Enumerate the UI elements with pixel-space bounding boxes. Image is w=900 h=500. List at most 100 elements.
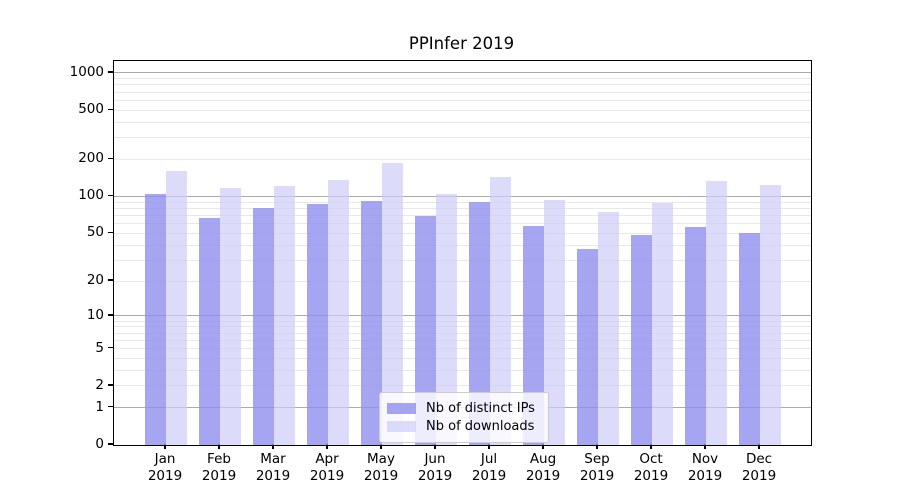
x-tick-label: Mar 2019 xyxy=(238,451,308,485)
bar-distinct-ips xyxy=(253,208,274,445)
y-tick-label: 20 xyxy=(86,272,104,289)
y-tick xyxy=(108,443,113,445)
x-tick xyxy=(218,444,220,449)
chart-title: PPInfer 2019 xyxy=(408,34,515,53)
gridline-minor xyxy=(114,280,811,282)
gridline-minor xyxy=(114,158,811,160)
y-tick xyxy=(108,157,113,160)
y-tick xyxy=(108,405,113,408)
x-tick-label: Oct 2019 xyxy=(616,451,686,485)
bar-distinct-ips xyxy=(577,249,598,445)
bar-downloads xyxy=(760,184,781,445)
x-tick-label: Jul 2019 xyxy=(454,451,524,485)
bar-downloads xyxy=(490,177,511,445)
y-tick xyxy=(108,108,113,110)
x-tick-label: Apr 2019 xyxy=(292,451,362,485)
bar-downloads xyxy=(328,179,349,445)
gridline-major xyxy=(114,195,811,197)
legend-label-downloads: Nb of downloads xyxy=(426,419,535,434)
x-tick-label-year: 2019 xyxy=(525,468,561,484)
bar-distinct-ips xyxy=(685,227,706,445)
gridline-minor xyxy=(114,369,811,371)
bar-downloads xyxy=(436,193,457,445)
x-tick xyxy=(704,444,706,449)
gridline-minor xyxy=(114,320,811,322)
bar-downloads xyxy=(544,200,565,445)
gridline-minor xyxy=(114,84,811,86)
x-tick-label-month: Jun xyxy=(424,451,446,467)
bar-distinct-ips xyxy=(739,233,760,445)
bar-downloads xyxy=(598,212,619,445)
x-tick-label-year: 2019 xyxy=(363,468,399,484)
x-tick-label-month: May xyxy=(367,451,395,467)
gridline-minor xyxy=(114,121,811,123)
bar-distinct-ips xyxy=(199,217,220,445)
legend-swatch-distinct-ips xyxy=(387,403,416,414)
gridline-minor xyxy=(114,332,811,334)
gridline-minor xyxy=(114,244,811,246)
bar-downloads xyxy=(652,203,673,445)
x-tick-label-year: 2019 xyxy=(471,468,507,484)
x-tick-label: Nov 2019 xyxy=(670,451,740,485)
bar-distinct-ips xyxy=(631,235,652,445)
y-tick xyxy=(108,279,113,281)
x-tick-label: Jan 2019 xyxy=(130,451,200,485)
gridline-minor xyxy=(114,232,811,234)
bar-downloads xyxy=(274,185,295,445)
bar-downloads xyxy=(382,163,403,445)
x-tick-label: Feb 2019 xyxy=(184,451,254,485)
bar-distinct-ips xyxy=(523,226,544,445)
y-tick xyxy=(108,314,113,316)
bar-distinct-ips xyxy=(361,201,382,445)
x-tick xyxy=(542,444,544,449)
x-tick-label-year: 2019 xyxy=(417,468,453,484)
gridline-minor xyxy=(114,223,811,225)
y-tick xyxy=(108,384,113,386)
y-tick-label: 1 xyxy=(95,398,104,415)
gridline-minor xyxy=(114,78,811,80)
gridline-minor xyxy=(114,137,811,139)
x-tick-label-month: Mar xyxy=(260,451,286,467)
bar-downloads xyxy=(166,171,187,445)
bar-distinct-ips xyxy=(415,216,436,445)
gridline-major xyxy=(114,72,811,74)
y-tick xyxy=(108,194,113,197)
gridline-minor xyxy=(114,201,811,203)
x-tick-label-month: Jul xyxy=(480,451,498,467)
x-tick-label-month: Dec xyxy=(745,451,773,467)
x-tick-label-month: Nov xyxy=(691,451,719,467)
y-tick xyxy=(108,346,113,349)
y-tick-label: 0 xyxy=(95,436,104,452)
x-tick-label-year: 2019 xyxy=(741,468,777,484)
x-tick-label: Jun 2019 xyxy=(400,451,470,485)
x-tick-label-month: Jan xyxy=(154,451,176,467)
x-tick-label-month: Apr xyxy=(315,451,339,467)
x-tick-label-year: 2019 xyxy=(147,468,183,484)
x-tick xyxy=(380,444,382,449)
legend-swatch-downloads xyxy=(387,421,416,432)
x-tick-label-year: 2019 xyxy=(201,468,237,484)
gridline-major xyxy=(114,315,811,317)
x-tick-label: May 2019 xyxy=(346,451,416,485)
x-tick xyxy=(758,444,760,449)
gridline-minor xyxy=(114,357,811,359)
gridline-minor xyxy=(114,339,811,341)
x-tick-label-year: 2019 xyxy=(255,468,291,484)
y-tick xyxy=(108,71,113,73)
bar-downloads xyxy=(706,180,727,445)
gridline-minor xyxy=(114,385,811,387)
x-tick-label: Sep 2019 xyxy=(562,451,632,485)
gridline-minor xyxy=(114,207,811,209)
y-tick-label: 10 xyxy=(86,306,104,323)
x-tick xyxy=(650,444,652,449)
x-tick-label-year: 2019 xyxy=(579,468,615,484)
y-tick-label: 5 xyxy=(95,339,104,356)
y-tick-label: 200 xyxy=(78,150,104,167)
y-tick-label: 1000 xyxy=(69,63,104,80)
bar-distinct-ips xyxy=(469,202,490,445)
x-tick-label-month: Feb xyxy=(207,451,231,467)
x-tick xyxy=(326,444,328,449)
x-tick xyxy=(596,444,598,449)
y-tick xyxy=(108,231,113,233)
